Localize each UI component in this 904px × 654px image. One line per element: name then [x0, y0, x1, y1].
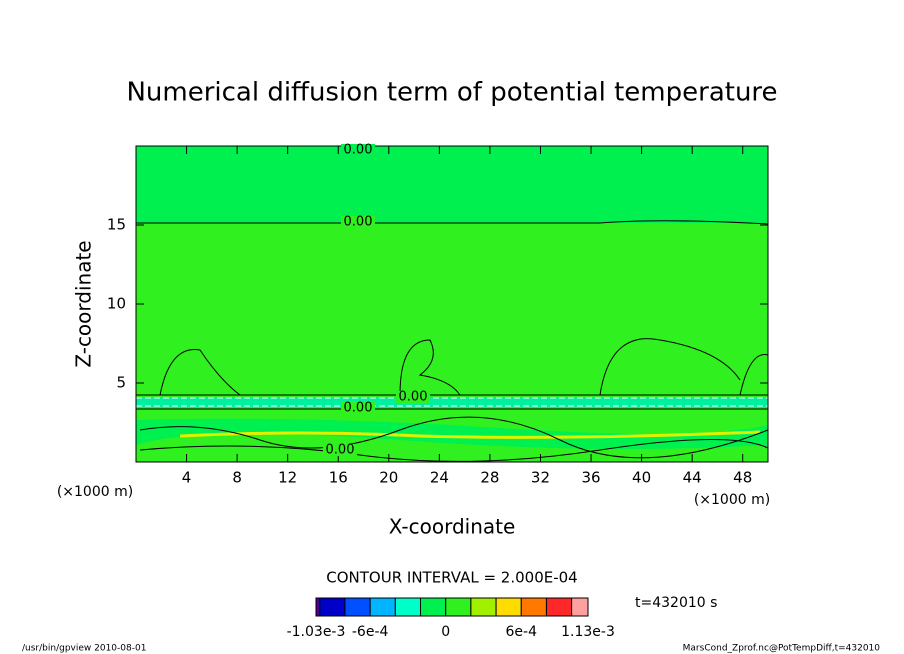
- colorbar-cell: [420, 597, 447, 617]
- x-tick-label: 40: [632, 469, 651, 487]
- x-tick-label: 16: [329, 469, 348, 487]
- y-tick-label: 10: [107, 295, 126, 313]
- x-tick-label: 28: [480, 469, 499, 487]
- colorbar-label: -1.03e-3: [287, 624, 346, 640]
- colorbar-label: -6e-4: [352, 624, 389, 640]
- contour-label-bg: [323, 444, 357, 456]
- colorbar-cell: [394, 597, 422, 617]
- x-tick-label: 44: [683, 469, 702, 487]
- colorbar-cell: [319, 597, 346, 617]
- y-axis-label: Z-coordinate: [72, 240, 96, 367]
- y-tick-label: 15: [107, 216, 126, 234]
- contour-line: [136, 397, 768, 407]
- y-unit: (×1000 m): [694, 492, 770, 508]
- contour-interval: CONTOUR INTERVAL = 2.000E-04: [326, 569, 577, 587]
- chart-title: Numerical diffusion term of potential te…: [126, 78, 777, 108]
- footer-left: /usr/bin/gpview 2010-08-01: [22, 644, 146, 654]
- contour-line: [136, 394, 768, 410]
- x-axis-label: X-coordinate: [389, 515, 516, 539]
- footer-right: MarsCond_Zprof.nc@PotTempDiff,t=432010: [683, 644, 881, 654]
- colorbar-cell: [495, 597, 522, 617]
- x-tick-label: 36: [581, 469, 600, 487]
- contour-label: 0.00: [399, 390, 428, 405]
- contour-label: 0.00: [326, 443, 355, 458]
- colorbar-cell: [445, 597, 472, 617]
- x-tick-label: 4: [182, 469, 192, 487]
- contour-label: 0.00: [344, 215, 373, 230]
- x-unit: (×1000 m): [57, 484, 133, 500]
- region: [136, 146, 768, 223]
- colorbar-cell: [369, 597, 396, 617]
- x-tick-label: 8: [232, 469, 242, 487]
- x-tick-label: 24: [430, 469, 449, 487]
- contour-label-bg: [341, 402, 375, 414]
- colorbar-cell: [520, 597, 547, 617]
- colorbar-cell: [545, 597, 573, 617]
- contour-field: [135, 145, 769, 463]
- x-tick-label: 20: [379, 469, 398, 487]
- contour-line: [139, 416, 769, 462]
- x-tick-label: 48: [733, 469, 752, 487]
- region: [136, 418, 768, 449]
- colorbar-cell: [571, 597, 589, 617]
- colorbar-cell: [344, 597, 371, 617]
- colorbar-cell: [315, 597, 321, 617]
- contour-label-bg: [341, 144, 375, 156]
- region: [179, 430, 761, 439]
- x-tick-label: 12: [278, 469, 297, 487]
- contour-label-bg: [396, 391, 430, 403]
- region: [136, 223, 768, 398]
- colorbar-cell: [470, 597, 497, 617]
- contour-line: [136, 220, 769, 225]
- contour-label-bg: [341, 216, 375, 228]
- y-tick-label: 5: [116, 374, 126, 392]
- contour-line: [159, 338, 769, 396]
- time-label: t=432010 s: [635, 595, 717, 611]
- contour-label: 0.00: [344, 401, 373, 416]
- x-tick-label: 32: [531, 469, 550, 487]
- contour-label: 0.00: [344, 143, 373, 158]
- colorbar-label: 1.13e-3: [561, 624, 615, 640]
- colorbar-label: 6e-4: [506, 624, 538, 640]
- colorbar-label: 0: [441, 624, 450, 640]
